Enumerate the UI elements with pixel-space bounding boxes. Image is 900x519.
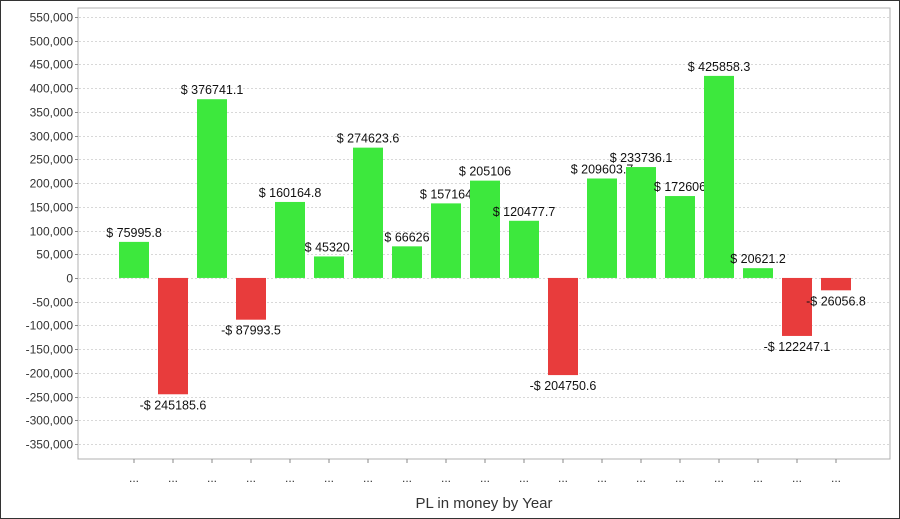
y-tick-label: 450,000 bbox=[30, 58, 74, 72]
data-label: $ 233736.1 bbox=[610, 151, 673, 165]
data-label: -$ 26056.8 bbox=[806, 294, 866, 308]
bar bbox=[782, 277, 812, 336]
y-tick-label: 100,000 bbox=[30, 225, 74, 239]
data-label: $ 75995.8 bbox=[106, 226, 162, 240]
data-label: $ 172606 bbox=[654, 180, 706, 194]
y-tick-label: 300,000 bbox=[30, 130, 74, 144]
x-tick-label: ... bbox=[636, 471, 646, 485]
bar bbox=[392, 246, 422, 278]
x-tick-label: ... bbox=[597, 471, 607, 485]
bar bbox=[821, 277, 851, 291]
data-label: $ 376741.1 bbox=[181, 83, 244, 97]
y-tick-label: 550,000 bbox=[30, 11, 74, 25]
x-axis-title: PL in money by Year bbox=[415, 495, 552, 512]
y-tick-label: -200,000 bbox=[26, 367, 74, 381]
data-label: $ 45320. bbox=[305, 240, 354, 254]
bar bbox=[236, 277, 266, 320]
y-tick-label: -150,000 bbox=[26, 343, 74, 357]
data-label: -$ 122247.1 bbox=[764, 340, 831, 354]
y-tick-label: -350,000 bbox=[26, 438, 74, 452]
bar bbox=[158, 277, 188, 395]
bar bbox=[587, 178, 617, 278]
x-tick-label: ... bbox=[480, 471, 490, 485]
x-tick-label: ... bbox=[363, 471, 373, 485]
y-tick-label: 0 bbox=[66, 272, 73, 286]
data-label: $ 120477.7 bbox=[493, 205, 556, 219]
x-tick-label: ... bbox=[675, 471, 685, 485]
x-tick-label: ... bbox=[831, 471, 841, 485]
y-tick-label: -50,000 bbox=[32, 296, 73, 310]
x-tick-label: ... bbox=[285, 471, 295, 485]
x-tick-label: ... bbox=[714, 471, 724, 485]
x-tick-label: ... bbox=[402, 471, 412, 485]
y-tick-label: 50,000 bbox=[36, 248, 73, 262]
y-tick-label: 400,000 bbox=[30, 82, 74, 96]
x-tick-label: ... bbox=[558, 471, 568, 485]
x-tick-label: ... bbox=[207, 471, 217, 485]
y-tick-label: -250,000 bbox=[26, 391, 74, 405]
x-tick-label: ... bbox=[129, 471, 139, 485]
bar bbox=[353, 147, 383, 278]
data-label: $ 66626 bbox=[384, 230, 429, 244]
data-label: -$ 87993.5 bbox=[221, 324, 281, 338]
bar bbox=[314, 256, 344, 278]
x-tick-label: ... bbox=[168, 471, 178, 485]
y-tick-label: 250,000 bbox=[30, 153, 74, 167]
bar bbox=[548, 277, 578, 376]
bar bbox=[704, 75, 734, 278]
data-label: $ 425858.3 bbox=[688, 60, 751, 74]
bar bbox=[431, 203, 461, 278]
bar bbox=[470, 180, 500, 278]
data-label: -$ 245185.6 bbox=[140, 398, 207, 412]
bar bbox=[275, 201, 305, 278]
y-tick-label: 350,000 bbox=[30, 106, 74, 120]
data-label: $ 160164.8 bbox=[259, 186, 322, 200]
data-label: $ 274623.6 bbox=[337, 132, 400, 146]
x-tick-label: ... bbox=[324, 471, 334, 485]
y-tick-label: 150,000 bbox=[30, 201, 74, 215]
x-tick-label: ... bbox=[441, 471, 451, 485]
y-tick-label: 200,000 bbox=[30, 177, 74, 191]
y-tick-label: -300,000 bbox=[26, 414, 74, 428]
data-label: $ 20621.2 bbox=[730, 252, 786, 266]
y-tick-label: 500,000 bbox=[30, 35, 74, 49]
data-label: $ 205106 bbox=[459, 165, 511, 179]
data-label: -$ 204750.6 bbox=[530, 379, 597, 393]
bar bbox=[743, 268, 773, 278]
data-label: $ 157164 bbox=[420, 187, 472, 201]
bar bbox=[119, 241, 149, 278]
data-label: $ 209603.7 bbox=[571, 162, 634, 176]
bar bbox=[626, 167, 656, 278]
x-tick-label: ... bbox=[519, 471, 529, 485]
bar bbox=[509, 220, 539, 278]
x-tick-label: ... bbox=[246, 471, 256, 485]
bar bbox=[665, 196, 695, 278]
x-tick-label: ... bbox=[792, 471, 802, 485]
y-tick-label: -100,000 bbox=[26, 319, 74, 333]
bar bbox=[197, 99, 227, 278]
x-tick-label: ... bbox=[753, 471, 763, 485]
